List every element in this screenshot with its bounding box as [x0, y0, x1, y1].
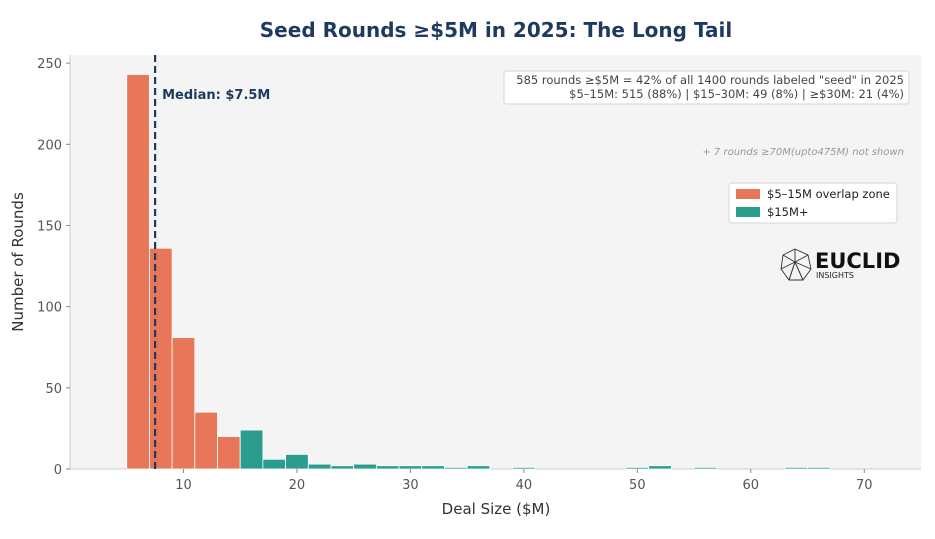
bar-overlap-13 — [217, 436, 241, 470]
plot-area — [70, 55, 921, 469]
y-tick-label: 50 — [45, 382, 62, 397]
polyhedron-icon — [780, 248, 812, 281]
bar-15m-plus-33 — [444, 466, 468, 470]
legend-swatch-15m-plus — [736, 207, 760, 217]
not-shown-note: + 7 rounds ≥70M(upto475M) not shown — [702, 147, 904, 158]
bar-15m-plus-25 — [353, 463, 377, 470]
bar-15m-plus-27 — [375, 465, 400, 470]
chart-title: Seed Rounds ≥$5M in 2025: The Long Tail — [260, 18, 732, 42]
bar-15m-plus-39 — [512, 466, 536, 470]
bar-15m-plus-21 — [307, 463, 332, 470]
y-tick-label: 100 — [37, 301, 62, 316]
bar-15m-plus-55 — [693, 466, 718, 470]
stats-line-2: $5–15M: 515 (88%) | $15–30M: 49 (8%) | ≥… — [569, 87, 904, 101]
x-tick-label: 60 — [743, 478, 760, 493]
x-axis-label: Deal Size ($M) — [442, 500, 551, 518]
legend: $5–15M overlap zone $15M+ — [728, 182, 898, 224]
x-tick-label: 20 — [289, 478, 306, 493]
bar-15m-plus-23 — [330, 465, 355, 470]
logo-subtitle: INSIGHTS — [816, 271, 854, 280]
bar-15m-plus-35 — [466, 465, 491, 470]
stats-box — [503, 70, 910, 105]
legend-box — [728, 182, 898, 224]
bar-15m-plus-19 — [285, 453, 309, 470]
logo-wordmark: EUCLID — [815, 249, 900, 273]
x-tick-label: 10 — [175, 478, 192, 493]
bar-15m-plus-65 — [807, 466, 831, 470]
bar-15m-plus-63 — [784, 466, 808, 470]
stats-line-1: 585 rounds ≥$5M = 42% of all 1400 rounds… — [516, 73, 904, 87]
legend-swatch-overlap — [736, 189, 760, 199]
y-tick-label: 0 — [54, 463, 62, 478]
y-tick-label: 150 — [37, 219, 62, 234]
bar-15m-plus-15 — [239, 429, 264, 470]
bar-15m-plus-31 — [421, 465, 445, 470]
bar-overlap-5 — [126, 74, 150, 470]
bar-overlap-11 — [194, 411, 218, 470]
bar-15m-plus-29 — [398, 465, 423, 470]
x-tick-label: 50 — [629, 478, 646, 493]
bar-15m-plus-17 — [262, 458, 286, 470]
legend-label-15m-plus: $15M+ — [767, 205, 809, 219]
y-axis-label: Number of Rounds — [9, 192, 27, 332]
bar-overlap-7 — [149, 247, 173, 470]
y-tick-label: 200 — [37, 138, 62, 153]
legend-label-overlap: $5–15M overlap zone — [767, 187, 890, 201]
euclid-logo: EUCLID INSIGHTS — [780, 248, 900, 281]
x-tick-label: 30 — [402, 478, 419, 493]
x-tick-label: 70 — [856, 478, 873, 493]
bar-15m-plus-51 — [648, 465, 672, 470]
bar-15m-plus-49 — [625, 466, 650, 470]
axis-ticks: 10 20 30 40 50 60 70 0 50 100 150 200 250 — [37, 57, 872, 493]
x-tick-label: 40 — [516, 478, 533, 493]
bar-overlap-9 — [171, 337, 196, 470]
median-label: Median: $7.5M — [162, 88, 270, 103]
y-tick-label: 250 — [37, 57, 62, 72]
